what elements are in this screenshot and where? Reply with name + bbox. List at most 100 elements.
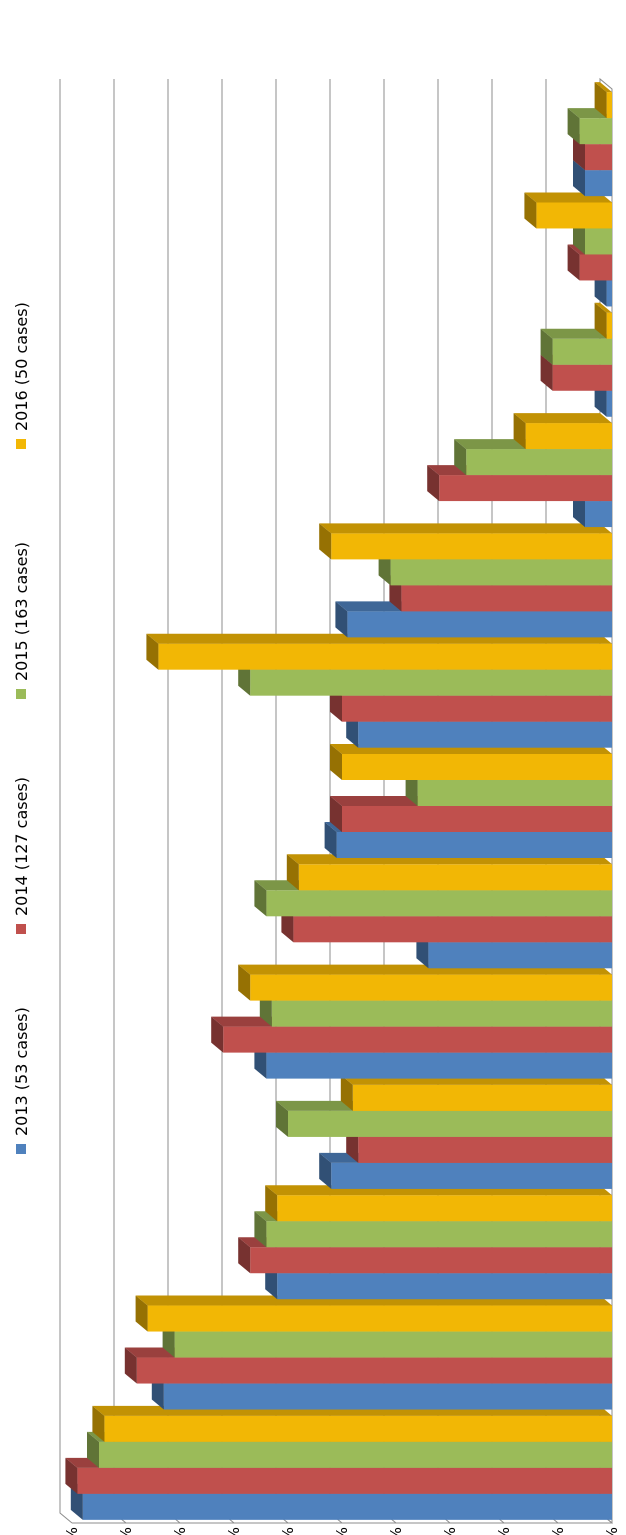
legend-label: 2015 (163 cases) xyxy=(12,542,31,681)
bar-cap xyxy=(573,160,585,197)
bar-front xyxy=(606,390,612,417)
bar xyxy=(594,302,612,339)
legend-swatch xyxy=(16,924,26,934)
bar-front xyxy=(158,643,612,670)
bar-cap xyxy=(540,328,553,365)
bar-cap xyxy=(324,822,337,858)
bar-cap xyxy=(454,439,467,476)
bar-cap xyxy=(340,1074,353,1111)
bar-side xyxy=(540,328,612,339)
y-tick-label: 100% xyxy=(63,1527,81,1535)
bar-cap xyxy=(135,1295,148,1332)
bar-cap xyxy=(65,1457,78,1494)
bar-front xyxy=(99,1441,612,1468)
bar-front xyxy=(358,721,613,748)
legend-label: 2013 (53 cases) xyxy=(12,1007,31,1136)
bar-front xyxy=(271,1000,612,1027)
bar xyxy=(540,328,612,365)
y-tick-label: 40% xyxy=(387,1527,405,1535)
bar-front xyxy=(250,1247,612,1274)
bar-front xyxy=(342,695,612,722)
bar-front xyxy=(293,916,612,943)
y-tick-label: 20% xyxy=(495,1527,513,1535)
bar-front xyxy=(331,533,612,560)
bar-front xyxy=(147,1305,612,1332)
bar-front xyxy=(266,1221,612,1248)
bar-cap xyxy=(254,880,267,917)
bar-front xyxy=(585,170,612,197)
bar xyxy=(135,1295,612,1332)
bar-cap xyxy=(87,1431,99,1468)
bar-cap xyxy=(146,633,159,670)
bar-cap xyxy=(513,413,526,450)
bar-front xyxy=(77,1467,612,1494)
bar-cap xyxy=(238,964,251,1001)
bar-cap xyxy=(276,1100,288,1137)
bar-cap xyxy=(286,854,299,891)
bar xyxy=(340,1074,612,1111)
bar-cap xyxy=(211,1016,224,1053)
bar-cap xyxy=(319,523,332,560)
bar-front xyxy=(579,254,612,281)
bar-front xyxy=(347,611,612,638)
bar-front xyxy=(336,832,612,858)
bar xyxy=(265,1185,612,1222)
bar-front xyxy=(104,1415,613,1442)
bar-front xyxy=(390,559,612,586)
y-tick-label: 10% xyxy=(549,1527,567,1535)
bar-cap xyxy=(567,244,580,281)
bar-cap xyxy=(524,192,537,229)
bar-front xyxy=(417,780,612,806)
legend-item: 2015 (163 cases) xyxy=(12,542,31,699)
bar xyxy=(330,744,612,780)
bar-side xyxy=(594,82,612,93)
bar-cap xyxy=(254,1211,267,1248)
bars xyxy=(65,82,613,1520)
bar-front xyxy=(606,92,612,119)
bar-front xyxy=(277,1273,612,1300)
bar-cap xyxy=(92,1405,105,1442)
bar-cap xyxy=(594,302,607,339)
bar-front xyxy=(298,864,612,891)
bar-front xyxy=(525,423,612,450)
bar-front xyxy=(401,585,612,612)
bar-cap xyxy=(335,601,348,638)
bar-front xyxy=(585,144,612,171)
bar-side xyxy=(594,302,612,313)
bar-front xyxy=(352,1084,612,1111)
bar-front xyxy=(606,280,612,307)
bar-front xyxy=(82,1493,613,1520)
bar-front xyxy=(223,1026,612,1053)
bar-front xyxy=(331,1162,612,1189)
bar-side xyxy=(319,523,612,534)
bar-front xyxy=(536,202,613,229)
y-tick-label: 70% xyxy=(225,1527,243,1535)
bar xyxy=(286,854,612,891)
bar-front xyxy=(466,449,613,476)
bar-front xyxy=(606,312,612,339)
bar xyxy=(319,523,612,560)
bar-front xyxy=(250,974,612,1001)
legend-swatch xyxy=(16,689,26,699)
bar-front xyxy=(428,942,612,969)
chart-legend: 2013 (53 cases) 2014 (127 cases) 2015 (163… xyxy=(12,302,31,1154)
bar-front xyxy=(136,1357,613,1384)
bar xyxy=(146,633,612,670)
bar-cap xyxy=(265,1185,278,1222)
bar-front xyxy=(266,890,612,917)
bar-front xyxy=(250,669,612,696)
bar-cap xyxy=(124,1347,137,1384)
y-tick-label: 80% xyxy=(171,1527,189,1535)
y-tick-label: 50% xyxy=(333,1527,351,1535)
bar-side xyxy=(513,413,612,424)
bar-front xyxy=(288,1110,612,1137)
legend-item: 2016 (50 cases) xyxy=(12,302,31,449)
bar-front xyxy=(439,475,613,502)
bar-front xyxy=(579,118,612,145)
legend-swatch xyxy=(16,439,26,449)
bar-cap xyxy=(330,744,342,780)
legend-item: 2013 (53 cases) xyxy=(12,1007,31,1154)
y-tick-label: 60% xyxy=(279,1527,297,1535)
bar-front xyxy=(552,338,612,365)
